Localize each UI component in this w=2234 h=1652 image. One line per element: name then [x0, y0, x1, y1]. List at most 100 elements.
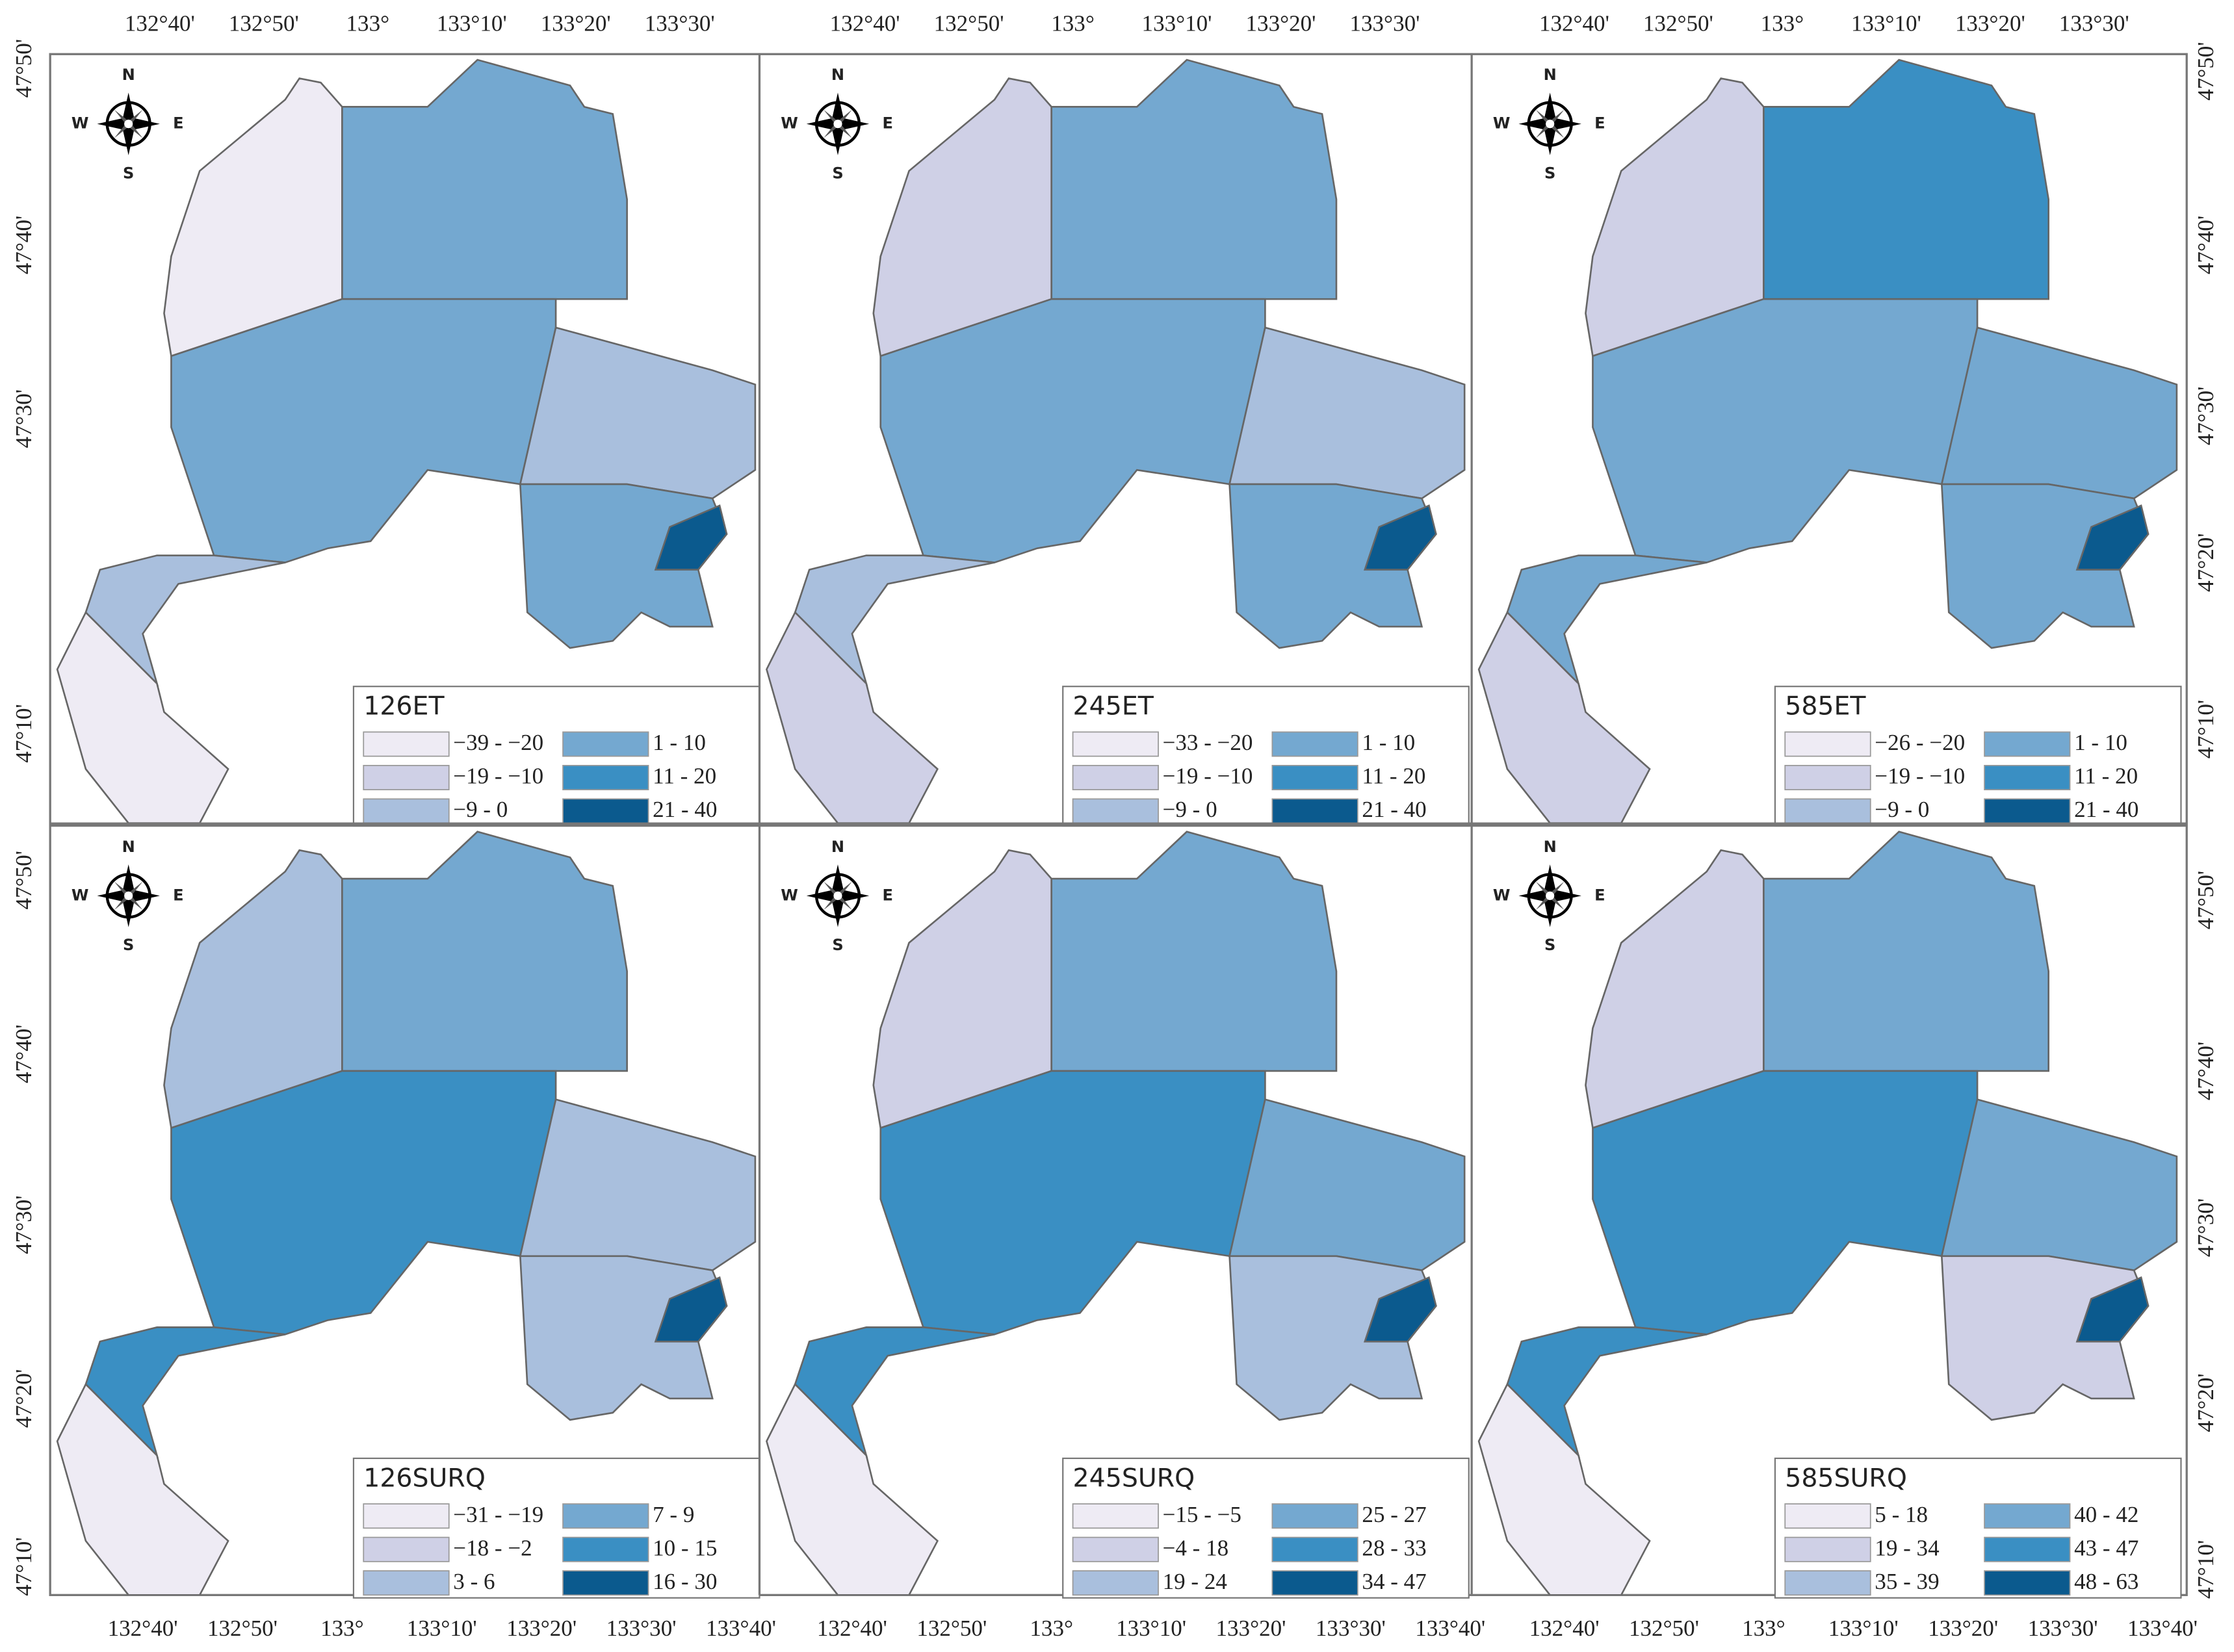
legend-label: 1 - 10	[653, 730, 706, 755]
map	[766, 831, 1466, 1595]
lon-label: 132°50'	[1643, 10, 1713, 36]
legend-swatch	[363, 1570, 450, 1596]
legend-swatch	[1271, 1536, 1358, 1562]
compass-w: W	[71, 114, 89, 133]
lon-label: 133°40'	[706, 1616, 776, 1641]
legend-title: 126SURQ	[363, 1463, 486, 1493]
lon-label: 133°10'	[1828, 1616, 1899, 1641]
legend-swatch	[1271, 1570, 1358, 1596]
legend-label: −33 - −20	[1163, 730, 1253, 755]
legend-label: −15 - −5	[1163, 1502, 1241, 1527]
lat-label: 47°30'	[2193, 387, 2218, 445]
legend-label: −9 - 0	[453, 797, 508, 822]
compass-center	[1546, 891, 1555, 900]
lon-label: 133°40'	[1415, 1616, 1485, 1641]
district	[766, 1382, 939, 1595]
compass: N S W E	[1493, 66, 1605, 182]
map	[56, 58, 757, 823]
legend-swatch	[363, 731, 450, 757]
compass-n: N	[1544, 838, 1557, 856]
legend-label: −39 - −20	[453, 730, 543, 755]
compass-s: S	[832, 164, 843, 182]
compass-n: N	[122, 838, 135, 856]
lon-label: 133°20'	[1955, 10, 2025, 36]
lon-label: 132°40'	[830, 10, 900, 36]
compass-s: S	[832, 936, 843, 954]
legend-label: −9 - 0	[1163, 797, 1217, 822]
lon-label: 132°50'	[1629, 1616, 1699, 1641]
lon-label: 133°30'	[2028, 1616, 2098, 1641]
lon-label: 133°30'	[1316, 1616, 1386, 1641]
lon-label: 133°	[346, 10, 390, 36]
lon-label: 132°50'	[229, 10, 299, 36]
legend-swatch	[1784, 731, 1871, 757]
lat-label: 47°40'	[2193, 1042, 2218, 1100]
legend-label: 10 - 15	[653, 1535, 717, 1560]
lon-label: 132°50'	[916, 1616, 987, 1641]
legend-label: 11 - 20	[1362, 764, 1425, 789]
legend-label: 35 - 39	[1875, 1569, 1939, 1594]
lat-label: 47°10'	[11, 704, 36, 762]
legend-swatch	[1984, 1570, 2071, 1596]
legend: 245SURQ −15 - −5 −4 - 18 19 - 24 25 - 27 28 -…	[1062, 1457, 1470, 1599]
legend-label: −19 - −10	[453, 764, 543, 789]
legend-swatch	[562, 798, 649, 824]
lat-label: 47°30'	[11, 389, 36, 448]
lon-label: 133°20'	[1246, 10, 1316, 36]
legend-title: 245SURQ	[1073, 1463, 1195, 1493]
legend-label: 16 - 30	[653, 1569, 717, 1594]
legend-swatch	[1984, 798, 2071, 824]
compass-s: S	[1544, 164, 1555, 182]
legend-swatch	[1072, 731, 1159, 757]
legend-swatch	[363, 1536, 450, 1562]
lat-label: 47°50'	[11, 851, 36, 909]
lon-label: 132°50'	[934, 10, 1004, 36]
legend-title: 585ET	[1785, 691, 1866, 721]
compass-center	[1546, 120, 1555, 129]
district	[794, 1326, 995, 1459]
legend-swatch	[1271, 764, 1358, 790]
district	[1363, 504, 1437, 571]
compass-center	[833, 120, 842, 129]
legend-swatch	[562, 1570, 649, 1596]
legend-swatch	[562, 1536, 649, 1562]
compass-e: E	[882, 114, 892, 133]
lat-label: 47°20'	[2193, 1373, 2218, 1432]
lon-label: 133°20'	[506, 1616, 577, 1641]
district	[84, 554, 285, 687]
map-panel: N S W E 245SURQ −15 - −5 −4 - 18 19 - 24 25 - 27…	[766, 831, 1470, 1599]
compass-s: S	[123, 936, 134, 954]
lon-label: 133°	[1051, 10, 1095, 36]
compass-s: S	[1544, 936, 1555, 954]
legend-label: 43 - 47	[2074, 1535, 2138, 1560]
lon-label: 133°	[320, 1616, 364, 1641]
map	[56, 831, 757, 1595]
lon-label: 133°20'	[1216, 1616, 1286, 1641]
compass-w: W	[781, 114, 798, 133]
district	[2075, 504, 2150, 571]
district	[1477, 1382, 1651, 1595]
legend-swatch	[1784, 1503, 1871, 1529]
lon-label: 132°40'	[108, 1616, 178, 1641]
legend-label: 40 - 42	[2074, 1502, 2138, 1527]
lat-label: 47°10'	[11, 1537, 36, 1595]
lat-label: 47°20'	[11, 1369, 36, 1428]
legend-swatch	[363, 798, 450, 824]
legend-label: −9 - 0	[1875, 797, 1929, 822]
district	[1506, 1326, 1707, 1459]
compass: N S W E	[71, 66, 184, 182]
legend-swatch	[1072, 1503, 1159, 1529]
legend-label: 21 - 40	[2074, 797, 2138, 822]
legend-swatch	[1271, 1503, 1358, 1529]
map-panel: N S W E 585SURQ 5 - 18 19 - 34 35 - 39 40 - 42 43…	[1477, 831, 2182, 1599]
lat-label: 47°10'	[2193, 1540, 2218, 1599]
legend-label: −19 - −10	[1163, 764, 1253, 789]
compass: N S W E	[781, 838, 893, 954]
legend-label: 11 - 20	[653, 764, 716, 789]
legend-swatch	[1984, 764, 2071, 790]
district	[794, 554, 995, 687]
map	[766, 58, 1466, 823]
lat-label: 47°50'	[2193, 42, 2218, 100]
legend-title: 585SURQ	[1785, 1463, 1907, 1493]
